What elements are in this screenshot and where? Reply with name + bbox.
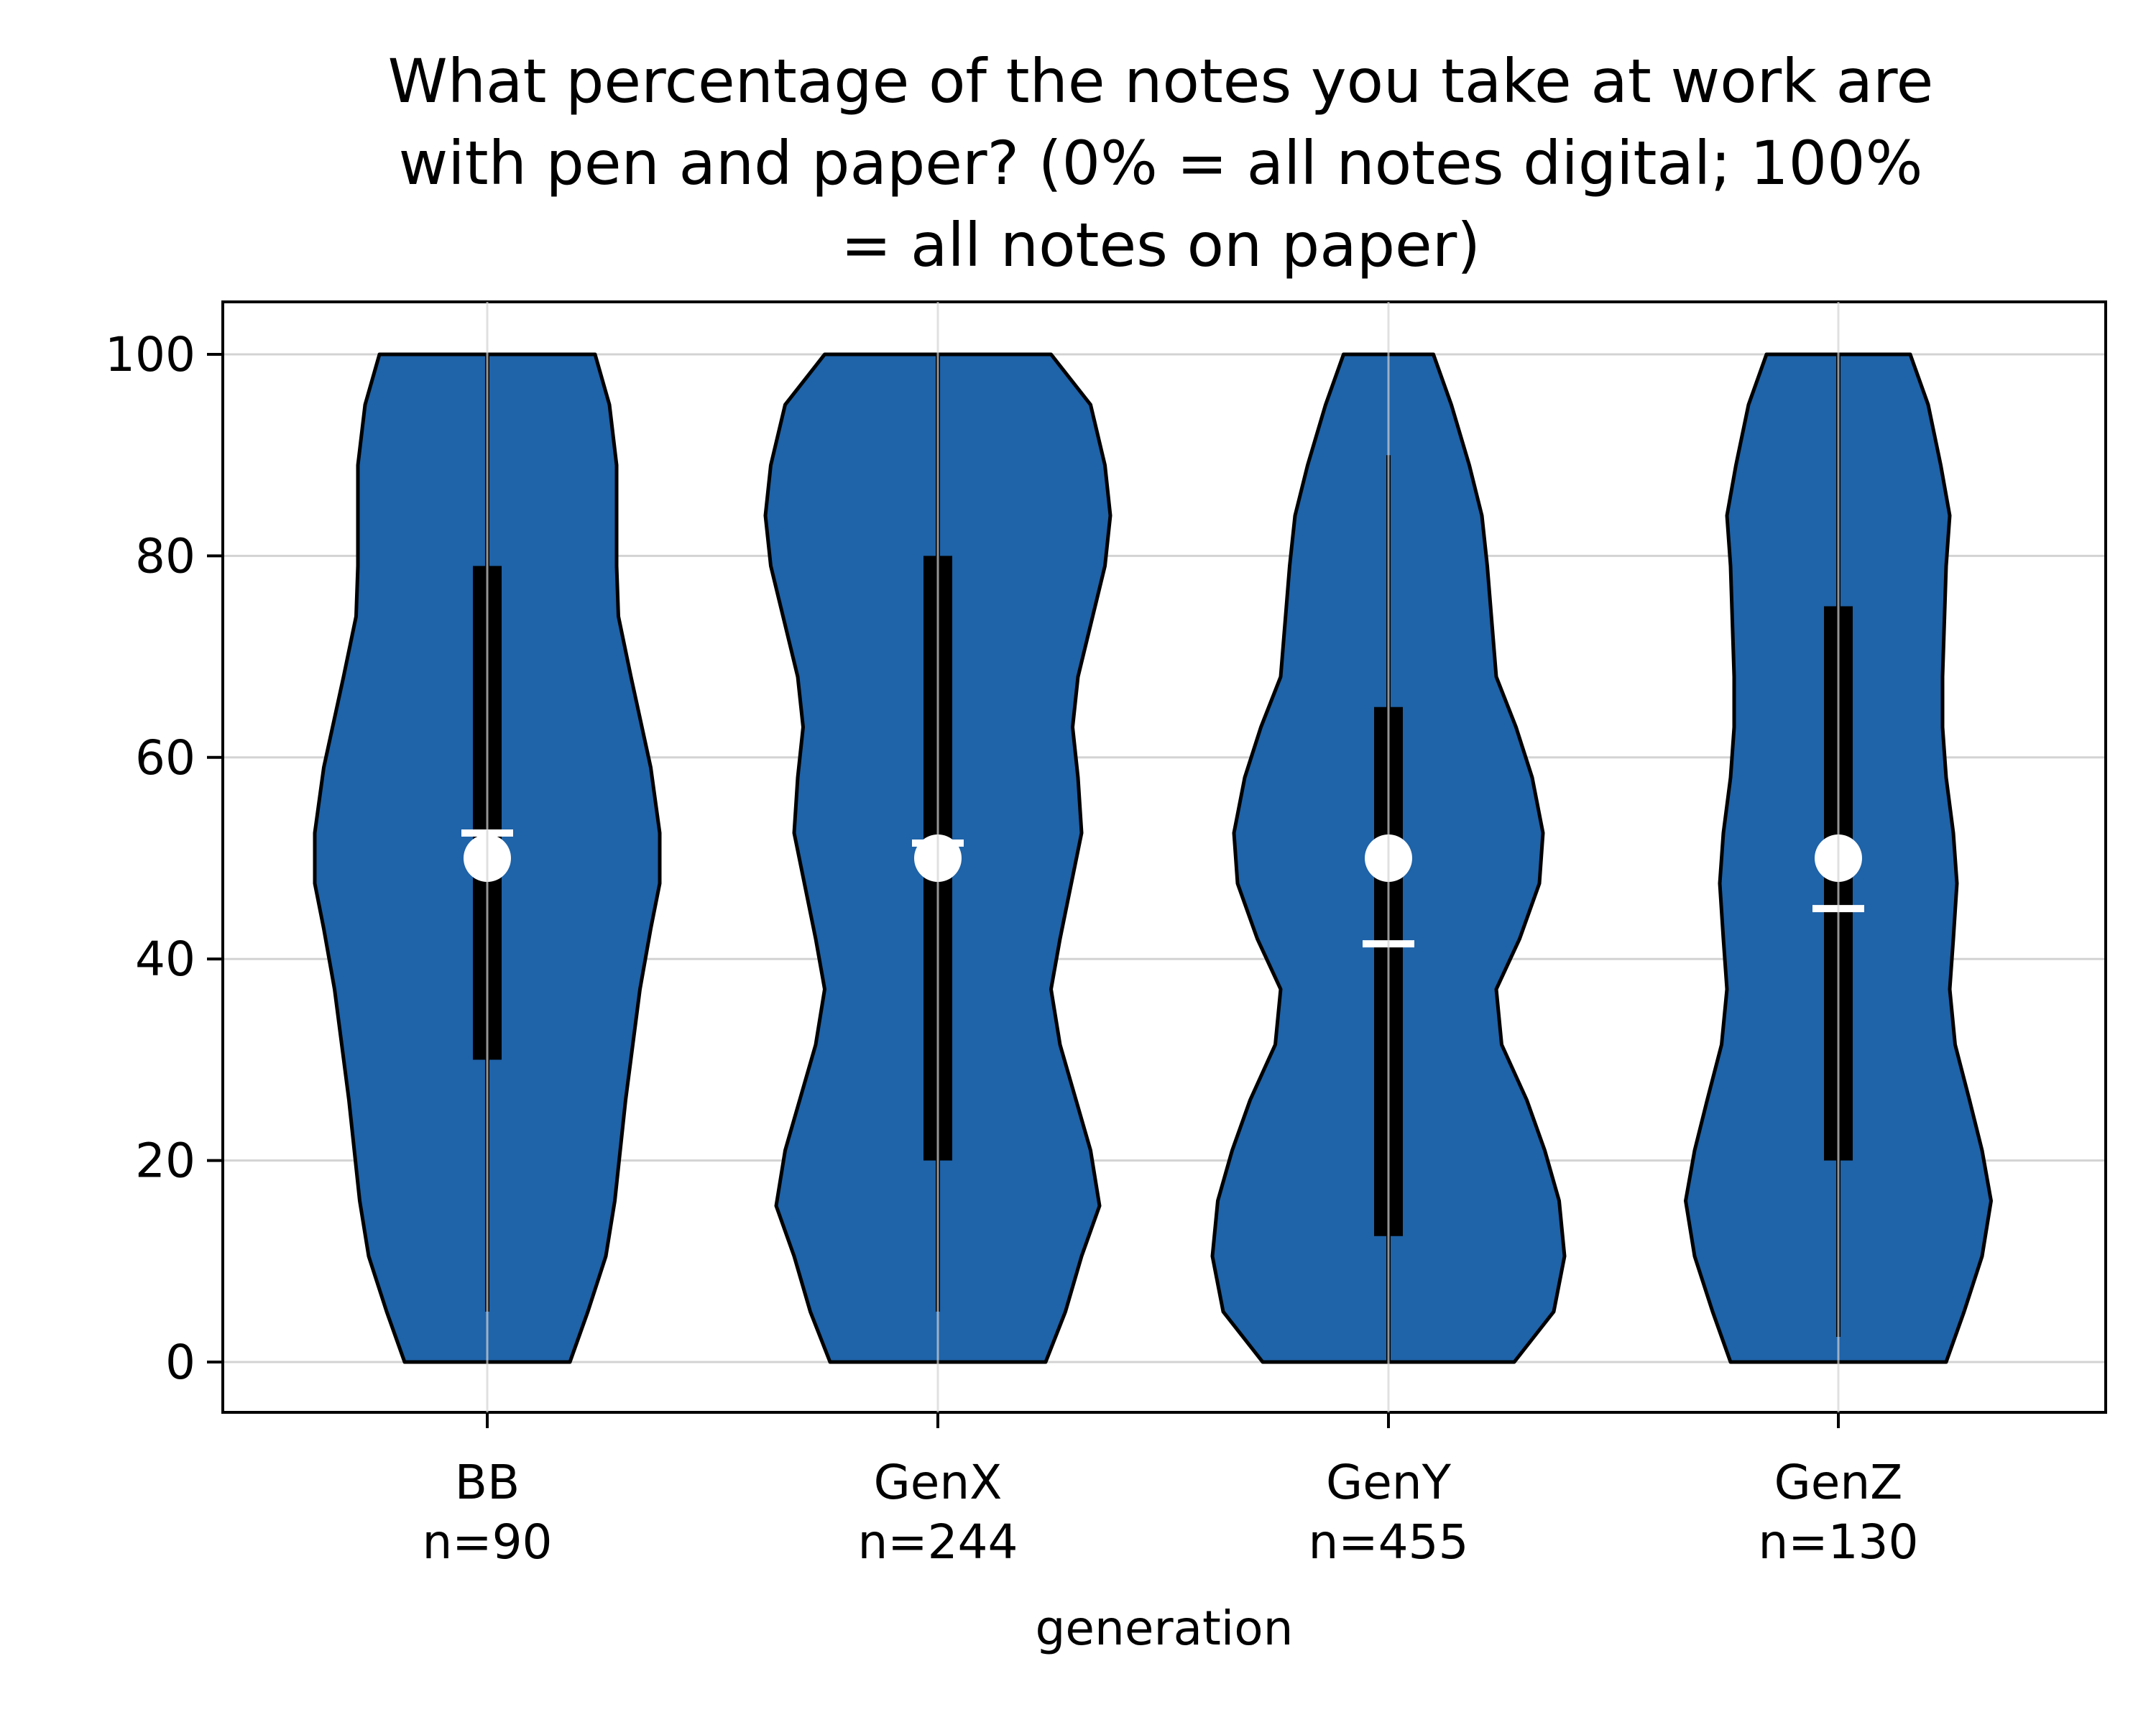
title-line-3: = all notes on paper) (841, 210, 1480, 280)
y-tick-label: 80 (135, 528, 195, 584)
y-tick-label: 100 (105, 327, 195, 382)
violins (313, 352, 1993, 1364)
x-tick-label-GenX: GenX (874, 1455, 1003, 1510)
x-axis-label: generation (1036, 1601, 1294, 1656)
x-tick-count-GenZ: n=130 (1758, 1514, 1918, 1570)
x-tick-label-GenZ: GenZ (1774, 1455, 1903, 1510)
y-tick-label: 0 (165, 1335, 195, 1390)
plot-area-frame (221, 300, 2107, 1414)
title-line-1: What percentage of the notes you take at… (388, 46, 1934, 116)
x-tick-label-BB: BB (455, 1455, 520, 1510)
x-tick-count-GenY: n=455 (1308, 1514, 1468, 1570)
y-tick-label: 20 (135, 1133, 195, 1189)
y-tick-label: 60 (135, 730, 195, 786)
x-tick-count-BB: n=90 (422, 1514, 552, 1570)
chart-title: What percentage of the notes you take at… (388, 46, 1934, 280)
x-tick-count-GenX: n=244 (857, 1514, 1018, 1570)
x-tick-label-GenY: GenY (1326, 1455, 1452, 1510)
y-tick-label: 40 (135, 932, 195, 987)
title-line-2: with pen and paper? (0% = all notes digi… (399, 128, 1923, 198)
